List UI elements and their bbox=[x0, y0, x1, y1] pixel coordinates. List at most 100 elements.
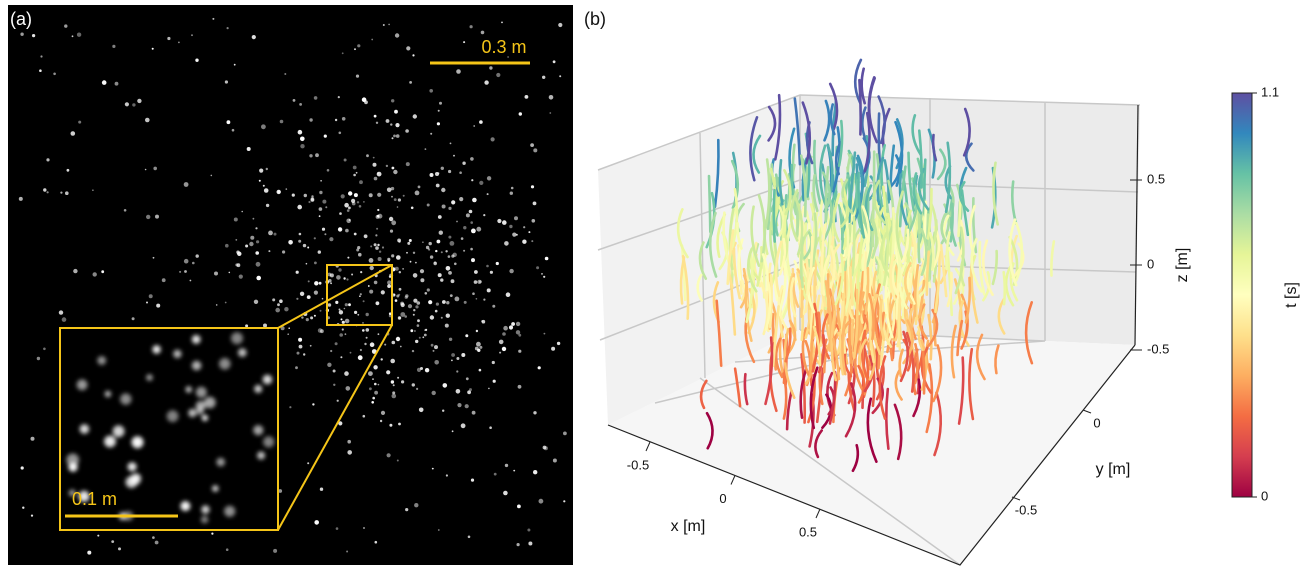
particle bbox=[386, 187, 392, 193]
trajectory bbox=[801, 101, 812, 165]
particle bbox=[408, 239, 412, 242]
particle bbox=[395, 134, 400, 138]
particle bbox=[354, 48, 356, 51]
particle bbox=[257, 451, 266, 460]
trajectory bbox=[1008, 218, 1018, 287]
particle bbox=[411, 383, 415, 387]
trajectory bbox=[975, 333, 986, 381]
particle bbox=[406, 251, 408, 254]
particle bbox=[437, 529, 440, 531]
particle bbox=[279, 119, 284, 124]
particle bbox=[64, 24, 68, 28]
particle bbox=[374, 390, 378, 395]
trajectory bbox=[909, 228, 917, 273]
inset-image bbox=[66, 332, 275, 524]
particle bbox=[344, 318, 350, 324]
particle bbox=[363, 234, 368, 239]
trajectory bbox=[699, 379, 708, 410]
particle bbox=[327, 362, 332, 367]
particle bbox=[282, 250, 286, 254]
particle bbox=[373, 176, 378, 181]
particle bbox=[306, 295, 311, 299]
particle bbox=[380, 290, 385, 295]
particle bbox=[296, 297, 299, 300]
trajectory bbox=[962, 107, 971, 157]
trajectory bbox=[829, 245, 836, 289]
trajectory bbox=[889, 154, 901, 188]
trajectory bbox=[853, 58, 863, 105]
particle bbox=[195, 254, 199, 258]
particle bbox=[317, 250, 321, 254]
trajectory bbox=[926, 187, 933, 240]
particle bbox=[456, 357, 460, 360]
particle bbox=[435, 183, 440, 188]
particle bbox=[353, 173, 356, 177]
particle bbox=[548, 95, 554, 100]
particle bbox=[192, 261, 195, 265]
particle bbox=[530, 143, 534, 148]
trajectory bbox=[783, 327, 796, 399]
particle bbox=[477, 279, 482, 284]
trajectory bbox=[750, 205, 761, 267]
zoom-line bbox=[277, 324, 393, 531]
trajectory bbox=[939, 243, 948, 298]
particle bbox=[393, 134, 396, 138]
trajectory bbox=[764, 281, 772, 331]
particle bbox=[444, 323, 449, 328]
trajectory bbox=[793, 97, 802, 166]
particle bbox=[518, 333, 522, 337]
particle bbox=[425, 245, 430, 250]
particle bbox=[429, 89, 434, 93]
particle bbox=[341, 117, 346, 121]
particle bbox=[263, 323, 267, 328]
particle bbox=[377, 383, 380, 386]
particle bbox=[386, 453, 391, 458]
particle bbox=[299, 103, 302, 106]
particle bbox=[415, 261, 417, 264]
particle bbox=[335, 527, 339, 530]
trajectory bbox=[992, 161, 999, 226]
particle bbox=[405, 294, 409, 298]
particle bbox=[448, 235, 452, 239]
particle bbox=[371, 38, 374, 41]
trajectory bbox=[981, 239, 994, 297]
particle bbox=[423, 333, 427, 337]
particle bbox=[338, 421, 343, 426]
particle bbox=[298, 337, 303, 342]
particle bbox=[347, 439, 352, 444]
particle bbox=[430, 132, 433, 135]
particle bbox=[341, 328, 344, 331]
particle bbox=[471, 410, 476, 415]
trajectory bbox=[864, 184, 874, 232]
trajectory bbox=[911, 114, 923, 157]
particle bbox=[251, 35, 256, 40]
y-tick bbox=[1011, 496, 1021, 501]
particle bbox=[412, 273, 418, 278]
trajectory bbox=[912, 172, 923, 215]
particle bbox=[412, 313, 415, 316]
particle bbox=[337, 227, 343, 232]
particle bbox=[449, 241, 455, 246]
particle bbox=[442, 409, 445, 412]
particle bbox=[505, 292, 511, 298]
particle bbox=[375, 121, 379, 125]
particle bbox=[369, 342, 375, 348]
particle bbox=[145, 117, 150, 123]
particle bbox=[322, 199, 327, 204]
particle bbox=[448, 337, 453, 341]
particle bbox=[151, 47, 154, 50]
trajectory bbox=[1011, 242, 1025, 279]
particle bbox=[144, 168, 147, 171]
particle bbox=[413, 330, 416, 332]
particle bbox=[183, 258, 189, 264]
trajectory bbox=[860, 137, 871, 178]
particle bbox=[368, 258, 374, 263]
particle bbox=[404, 315, 408, 318]
particle bbox=[393, 169, 398, 175]
trajectory bbox=[877, 95, 886, 145]
x-tick-label: 0 bbox=[719, 491, 726, 506]
particle bbox=[327, 272, 332, 277]
particle bbox=[527, 528, 531, 532]
particle bbox=[456, 69, 461, 74]
